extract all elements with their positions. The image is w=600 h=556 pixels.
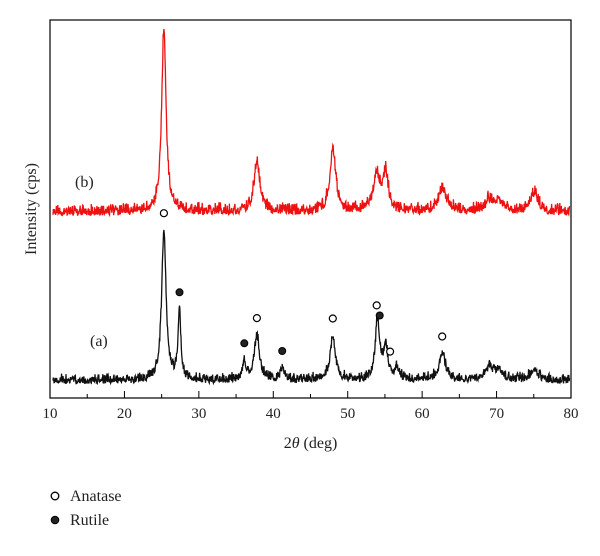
x-axis-label-theta: θ: [292, 435, 300, 452]
trace-label-b: (b): [75, 174, 94, 191]
anatase-marker-8: [386, 347, 395, 356]
rutile-marker-2: [240, 339, 249, 348]
x-axis-label-unit: (deg): [300, 435, 338, 452]
x-axis-ticks: 10 20 30 40 50 60 70 80: [43, 391, 579, 422]
x-axis-label: 2θ (deg): [284, 435, 338, 452]
rutile-marker-1: [175, 288, 184, 297]
y-axis-label: Intensity (cps): [23, 163, 40, 255]
x-tick-label-70: 70: [489, 406, 504, 422]
x-tick-label-40: 40: [266, 406, 281, 422]
legend: Anatase Rutile: [50, 488, 122, 529]
anatase-marker-9: [438, 332, 447, 341]
x-axis-label-prefix: 2: [284, 435, 292, 452]
rutile-marker-7: [375, 311, 384, 320]
legend-anatase-symbol: [50, 491, 60, 501]
trace-a: [52, 229, 571, 386]
anatase-marker-0: [159, 209, 168, 218]
trace-b: [52, 28, 571, 218]
anatase-marker-3: [252, 314, 261, 323]
anatase-marker-6: [372, 301, 381, 310]
x-tick-label-80: 80: [564, 406, 579, 422]
rutile-marker-4: [278, 347, 287, 355]
x-tick-label-30: 30: [191, 406, 206, 422]
trace-label-a: (a): [90, 333, 108, 350]
traces-layer: [52, 28, 571, 386]
legend-rutile-label: Rutile: [70, 512, 109, 529]
peak-markers-layer: [159, 209, 447, 356]
x-tick-label-10: 10: [43, 406, 58, 422]
legend-rutile-symbol: [50, 515, 60, 525]
x-tick-label-20: 20: [117, 406, 132, 422]
anatase-marker-5: [328, 314, 337, 323]
legend-anatase-label: Anatase: [70, 488, 122, 505]
x-tick-label-50: 50: [340, 406, 355, 422]
x-tick-label-60: 60: [415, 406, 430, 422]
